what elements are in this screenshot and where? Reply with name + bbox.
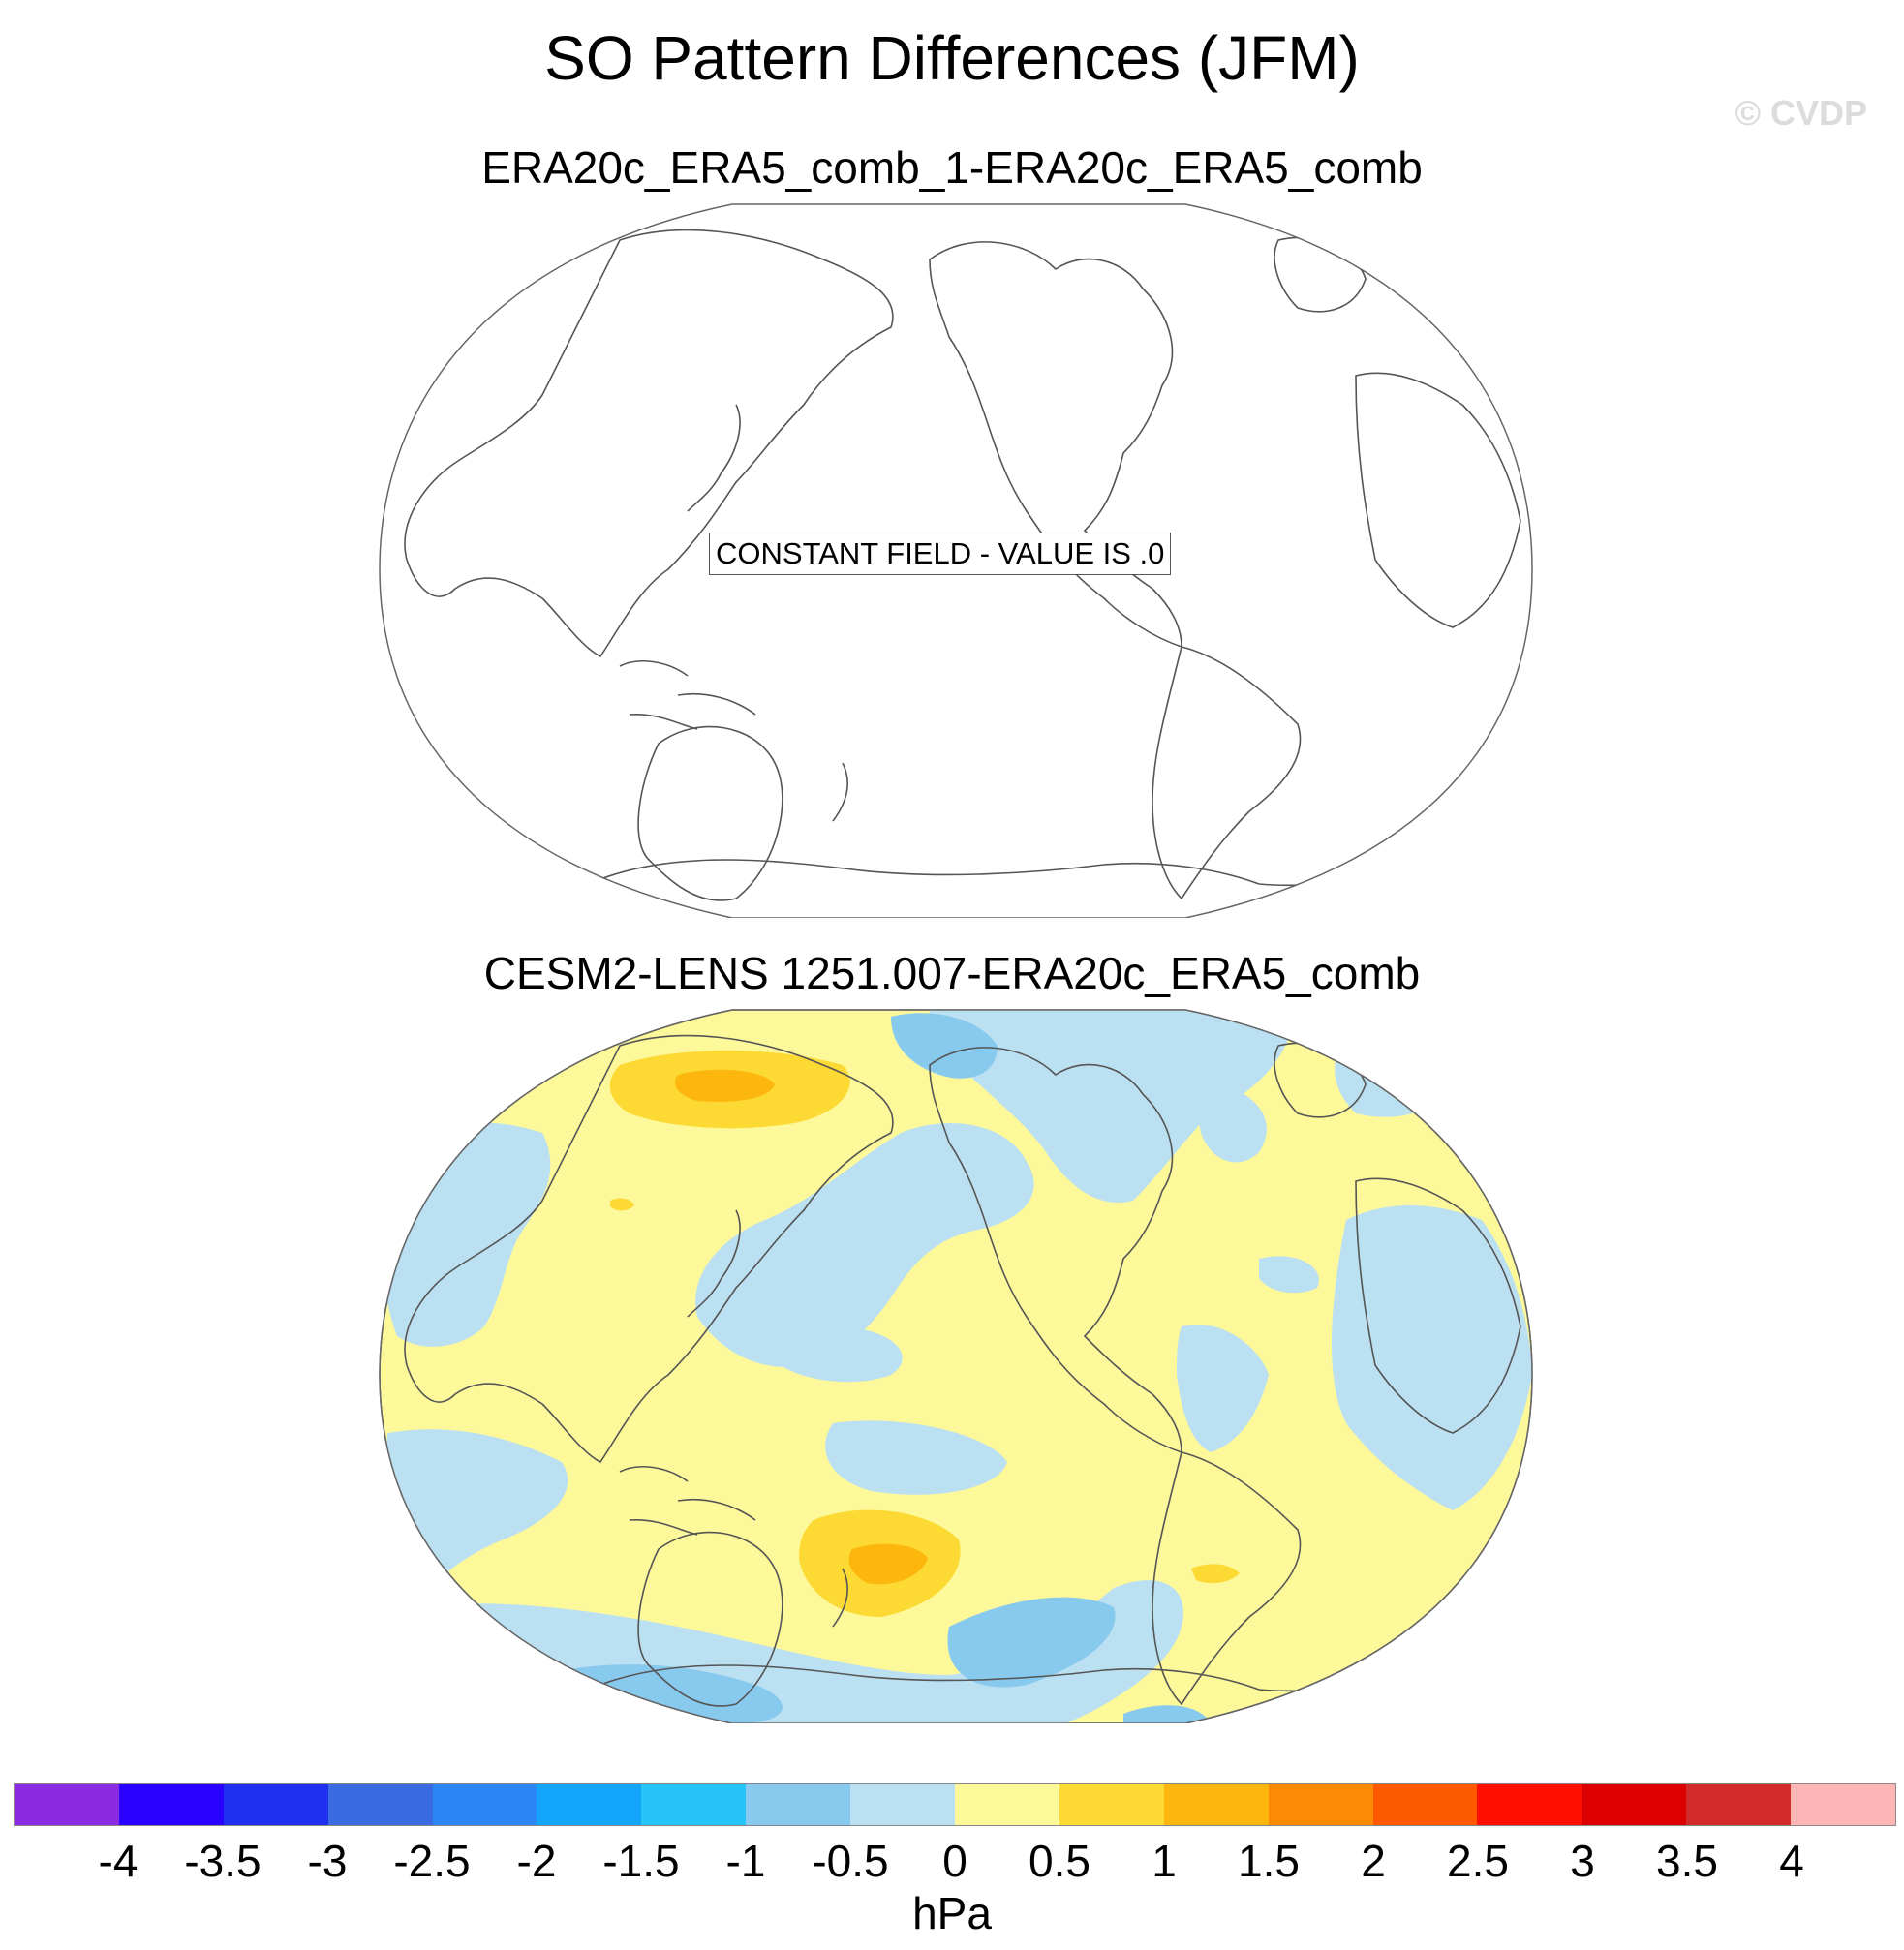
colorbar-swatch	[223, 1784, 328, 1825]
colorbar-tick-label: 3	[1570, 1836, 1595, 1886]
cvdp-watermark: © CVDP	[1735, 93, 1867, 133]
colorbar-tick-label: -4	[98, 1836, 138, 1886]
colorbar-tick-label: 0.5	[1029, 1836, 1090, 1886]
colorbar-tick-label: 2.5	[1447, 1836, 1509, 1886]
panel-2-map	[379, 1009, 1533, 1723]
colorbar-tick-label: -3.5	[184, 1836, 261, 1886]
colorbar-swatch	[1059, 1784, 1164, 1825]
colorbar-tick-label: -0.5	[812, 1836, 889, 1886]
colorbar-swatch	[432, 1784, 537, 1825]
colorbar-tick-label: 0	[942, 1836, 967, 1886]
colorbar-swatch	[850, 1784, 956, 1825]
colorbar-swatch	[1582, 1784, 1687, 1825]
panel-2-title: CESM2-LENS 1251.007-ERA20c_ERA5_comb	[483, 948, 1421, 998]
colorbar-swatch	[327, 1784, 433, 1825]
colorbar-swatch	[1163, 1784, 1269, 1825]
colorbar	[14, 1783, 1896, 1826]
colorbar-tick-label: -1.5	[602, 1836, 680, 1886]
panel-1-coastlines	[404, 229, 1521, 901]
colorbar-swatch	[641, 1784, 747, 1825]
colorbar-swatch	[118, 1784, 224, 1825]
colorbar-tick-label: -2.5	[393, 1836, 471, 1886]
colorbar-tick-label: 4	[1779, 1836, 1804, 1886]
colorbar-tick-labels: -4 -3.5 -3 -2.5 -2 -1.5 -1 -0.5 0 0.5 1 1.5 2 2.5 3 3.5…	[14, 1834, 1896, 1892]
panel-1-title: ERA20c_ERA5_comb_1-ERA20c_ERA5_comb	[481, 142, 1423, 193]
colorbar-tick-label: 1.5	[1238, 1836, 1300, 1886]
colorbar-swatch	[1477, 1784, 1582, 1825]
colorbar-unit: hPa	[912, 1888, 992, 1938]
colorbar-swatch	[537, 1784, 642, 1825]
colorbar-tick-label: 3.5	[1656, 1836, 1718, 1886]
panel-2-coastlines	[404, 1034, 1521, 1707]
colorbar-swatch	[15, 1784, 119, 1825]
colorbar-swatch	[1372, 1784, 1478, 1825]
constant-field-label: CONSTANT FIELD - VALUE IS .0	[709, 533, 1172, 575]
colorbar-tick-label: 2	[1361, 1836, 1386, 1886]
colorbar-swatch	[1791, 1784, 1896, 1825]
colorbar-swatch	[746, 1784, 851, 1825]
colorbar-tick-label: -2	[516, 1836, 557, 1886]
figure-title: SO Pattern Differences (JFM)	[544, 23, 1360, 93]
colorbar-tick-label: 1	[1152, 1836, 1177, 1886]
colorbar-swatch	[1268, 1784, 1373, 1825]
colorbar-swatch	[1686, 1784, 1792, 1825]
colorbar-tick-label: -3	[307, 1836, 348, 1886]
colorbar-swatch	[955, 1784, 1059, 1825]
colorbar-tick-label: -1	[725, 1836, 766, 1886]
